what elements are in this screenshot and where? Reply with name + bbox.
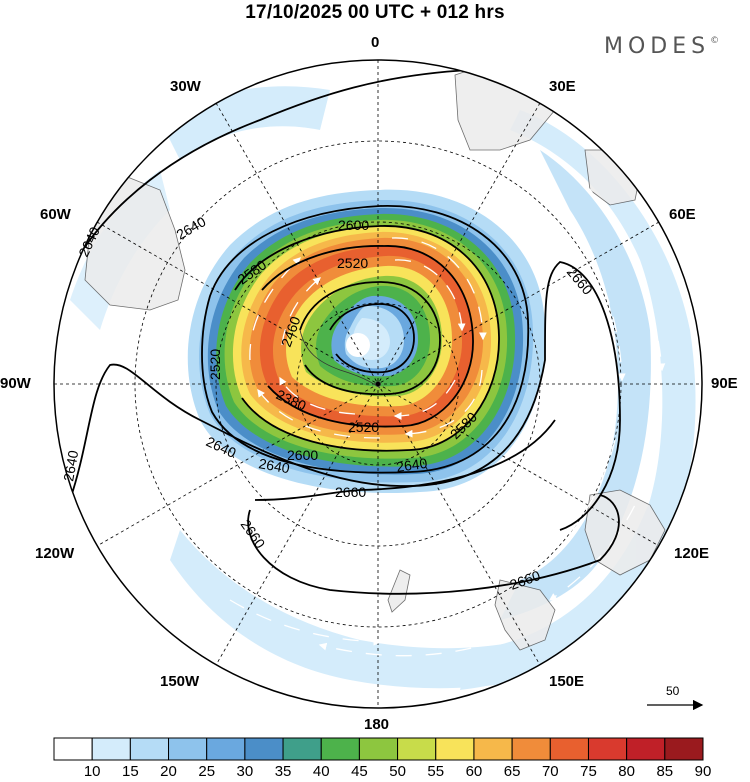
map-title: 17/10/2025 00 UTC + 012 hrs bbox=[245, 2, 505, 23]
colorbar-swatch bbox=[206, 737, 246, 761]
contour-label: 2640 bbox=[395, 455, 428, 475]
wind-reference-label: 50 bbox=[666, 684, 680, 698]
colorbar-swatch bbox=[320, 737, 360, 761]
brand-name: MODES bbox=[604, 34, 711, 59]
colorbar-swatch bbox=[358, 737, 399, 761]
contour-label: 2640 bbox=[60, 449, 81, 483]
colorbar-tick-label: 40 bbox=[312, 763, 330, 780]
colorbar-tick-label: 65 bbox=[503, 763, 521, 780]
lon-label-150w: 150W bbox=[160, 673, 200, 690]
colorbar-swatch bbox=[244, 737, 284, 761]
colorbar-tick-label: 90 bbox=[694, 763, 712, 780]
colorbar-swatch bbox=[435, 737, 475, 761]
colorbar-swatch bbox=[282, 737, 322, 761]
lon-label-90w: 90W bbox=[0, 375, 31, 392]
colorbar-tick-label: 50 bbox=[389, 763, 406, 780]
colorbar-tick-label: 20 bbox=[160, 763, 177, 780]
colorbar-swatch bbox=[91, 737, 131, 761]
lon-label-0: 0 bbox=[371, 34, 380, 51]
lon-label-60e: 60E bbox=[669, 206, 696, 223]
colorbar-tick-label: 10 bbox=[83, 763, 101, 780]
colorbar-tick-label: 15 bbox=[122, 763, 139, 780]
copyright-mark: © bbox=[710, 36, 720, 46]
colorbar-tick-label: 80 bbox=[618, 763, 635, 780]
colorbar-tick-label: 25 bbox=[198, 763, 216, 780]
contour-label: 2520 bbox=[207, 349, 223, 380]
colorbar-swatch bbox=[168, 737, 208, 761]
coastlines bbox=[299, 329, 381, 389]
lon-label-30e: 30E bbox=[549, 78, 576, 95]
contour-label: 2520 bbox=[337, 255, 368, 271]
lon-label-60w: 60W bbox=[40, 206, 71, 223]
lon-label-120e: 120E bbox=[674, 545, 710, 562]
colorbar-swatch bbox=[664, 737, 704, 761]
map-border bbox=[53, 59, 703, 709]
lon-label-30w: 30W bbox=[170, 78, 201, 95]
contour-label: 2600 bbox=[338, 217, 369, 233]
colorbar-tick-label: 30 bbox=[236, 763, 254, 780]
geopotential-contours bbox=[69, 69, 621, 595]
colorbar-tick-label: 75 bbox=[580, 763, 597, 780]
lon-label-180: 180 bbox=[364, 716, 390, 733]
colorbar-swatch bbox=[626, 737, 666, 761]
contour-label: 2520 bbox=[348, 419, 379, 435]
contour-label: 2660 bbox=[335, 484, 366, 500]
lon-label-120w: 120W bbox=[35, 545, 75, 562]
lon-label-150e: 150E bbox=[549, 673, 585, 690]
brand-logo: MODES© bbox=[604, 34, 719, 59]
colorbar-tick-label: 35 bbox=[274, 763, 292, 780]
colorbar-swatch bbox=[587, 737, 628, 761]
colorbar-swatch bbox=[473, 737, 513, 761]
contour-label: 2640 bbox=[257, 455, 291, 476]
colorbar-swatch bbox=[53, 737, 93, 761]
colorbar-swatch bbox=[129, 737, 170, 761]
lon-label-90e: 90E bbox=[711, 375, 738, 392]
colorbar-tick-label: 45 bbox=[351, 763, 368, 780]
contour-label: 2600 bbox=[287, 447, 318, 463]
colorbar-swatch bbox=[511, 737, 551, 761]
colorbar-tick-label: 60 bbox=[465, 763, 483, 780]
colorbar-tick-label: 70 bbox=[541, 763, 559, 780]
colorbar-swatch bbox=[549, 737, 589, 761]
colorbar-swatch bbox=[397, 737, 437, 761]
colorbar-tick-label: 55 bbox=[427, 763, 445, 780]
colorbar-tick-label: 85 bbox=[656, 763, 674, 780]
